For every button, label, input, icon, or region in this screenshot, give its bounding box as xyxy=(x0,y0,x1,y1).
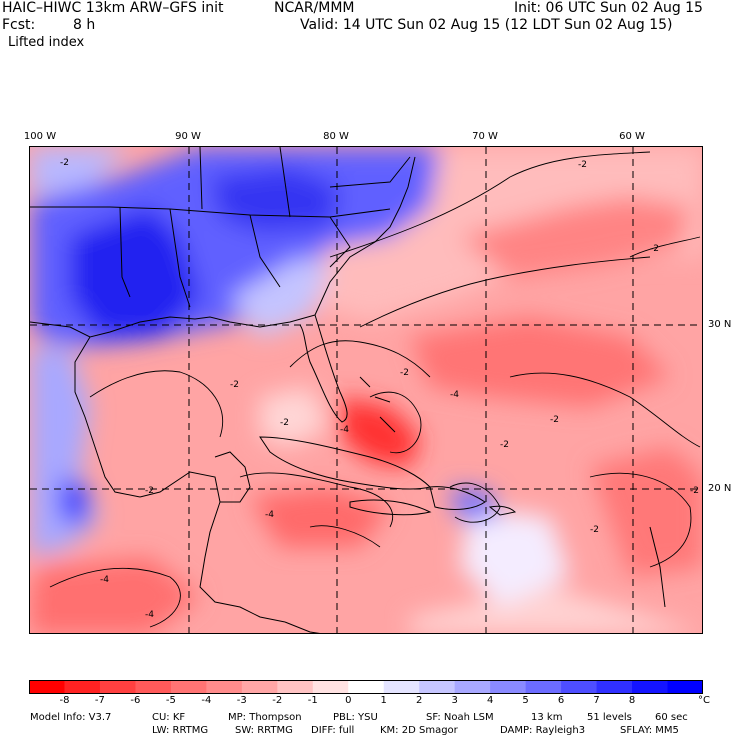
colorbar-tick-label: -8 xyxy=(59,695,70,706)
contour-label: -4 xyxy=(145,610,154,620)
contour-label: -2 xyxy=(400,368,409,378)
contour-label: -2 xyxy=(590,525,599,535)
colorbar-swatch xyxy=(454,680,491,694)
lon-label-70w: 70 W xyxy=(472,131,498,142)
colorbar-swatch xyxy=(206,680,243,694)
surface-scheme: SF: Noah LSM xyxy=(426,712,494,723)
coastlines xyxy=(30,147,666,633)
colorbar-tick-label: -6 xyxy=(130,695,141,706)
colorbar-swatch xyxy=(29,680,65,694)
colorbar-tick-label: 4 xyxy=(487,695,494,706)
colorbar-tick-label: 1 xyxy=(380,695,387,706)
contour-label: -2 xyxy=(650,244,659,254)
grid-spacing: 13 km xyxy=(531,712,563,723)
org-label: NCAR/MMM xyxy=(274,0,355,16)
model-title: HAIC–HIWC 13km ARW–GFS init xyxy=(2,0,224,16)
vertical-levels: 51 levels xyxy=(587,712,632,723)
diffusion-setting: DIFF: full xyxy=(311,725,355,736)
cumulus-scheme: CU: KF xyxy=(152,712,186,723)
field-shading xyxy=(30,147,702,633)
latlon-grid xyxy=(30,147,702,633)
lon-label-100w: 100 W xyxy=(23,131,57,142)
microphysics-scheme: MP: Thompson xyxy=(228,712,302,723)
colorbar-tick-label: -4 xyxy=(201,695,212,706)
colorbar-swatch xyxy=(383,680,420,694)
model-info: Model Info: V3.7 xyxy=(30,712,112,723)
colorbar-unit: °C xyxy=(698,695,710,706)
pbl-scheme: PBL: YSU xyxy=(333,712,378,723)
colorbar-tick-label: -3 xyxy=(236,695,247,706)
contour-label: -2 xyxy=(690,486,699,496)
forecast-hour: 8 h xyxy=(73,17,96,33)
colorbar-tick-label: -2 xyxy=(272,695,283,706)
colorbar-swatch xyxy=(170,680,207,694)
colorbar-swatch xyxy=(99,680,136,694)
forecast-label: Fcst: xyxy=(2,17,36,33)
surface-layer-setting: SFLAY: MM5 xyxy=(620,725,679,736)
colorbar-swatch xyxy=(596,680,633,694)
colorbar-tick-label: -5 xyxy=(165,695,176,706)
contour-label: -4 xyxy=(450,390,459,400)
shortwave-scheme: SW: RRTMG xyxy=(235,725,293,736)
contour-labels: -2 -2 -2 -2 -2 -2 -4 -4 -2 -2 -4 -4 -2 -… xyxy=(60,158,699,620)
init-time: Init: 06 UTC Sun 02 Aug 15 xyxy=(514,0,703,16)
km-setting: KM: 2D Smagor xyxy=(380,725,458,736)
contour-label: -2 xyxy=(550,415,559,425)
colorbar-swatch xyxy=(241,680,278,694)
colorbar-tick-label: 0 xyxy=(345,695,352,706)
valid-time: Valid: 14 UTC Sun 02 Aug 15 (12 LDT Sun … xyxy=(300,17,673,33)
colorbar-tick-label: 8 xyxy=(628,695,636,706)
contour-label: -4 xyxy=(340,425,349,435)
longwave-scheme: LW: RRTMG xyxy=(152,725,209,736)
colorbar-swatch xyxy=(525,680,562,694)
colorbar-tick-label: 3 xyxy=(451,695,458,706)
damping-setting: DAMP: Rayleigh3 xyxy=(500,725,586,736)
lon-label-80w: 80 W xyxy=(323,131,349,142)
colorbar-swatch xyxy=(667,680,703,694)
lifted-index-map: -2 -2 -2 -2 -2 -2 -4 -4 -2 -2 -4 -4 -2 -… xyxy=(29,146,703,634)
field-name: Lifted index xyxy=(8,35,85,50)
colorbar-tick-label: -7 xyxy=(94,695,105,706)
contour-label: -2 xyxy=(578,160,587,170)
colorbar xyxy=(29,680,703,694)
lat-label-20n: 20 N xyxy=(708,483,732,494)
time-step: 60 sec xyxy=(655,712,688,723)
contour-label: -2 xyxy=(145,486,154,496)
lon-label-90w: 90 W xyxy=(175,131,201,142)
colorbar-swatch xyxy=(277,680,314,694)
map-canvas: -2 -2 -2 -2 -2 -2 -4 -4 -2 -2 -4 -4 -2 -… xyxy=(30,147,702,633)
colorbar-tick-label: 7 xyxy=(593,695,600,706)
colorbar-swatch xyxy=(312,680,349,694)
colorbar-swatch xyxy=(135,680,172,694)
contour-label: -2 xyxy=(60,158,69,168)
colorbar-tick-label: 5 xyxy=(522,695,529,706)
lat-label-30n: 30 N xyxy=(708,319,732,330)
contour-label: -2 xyxy=(500,440,509,450)
colorbar-tick-label: 6 xyxy=(557,695,565,706)
colorbar-swatch xyxy=(561,680,598,694)
colorbar-swatch xyxy=(64,680,101,694)
contour-label: -2 xyxy=(230,380,239,390)
colorbar-tick-label: -1 xyxy=(307,695,318,706)
contour-label: -4 xyxy=(100,575,109,585)
colorbar-tick-label: 2 xyxy=(416,695,423,706)
colorbar-frame xyxy=(29,680,703,694)
contour-label: -2 xyxy=(280,418,289,428)
colorbar-swatch xyxy=(348,680,385,694)
contour-lines xyxy=(49,151,701,628)
colorbar-swatch xyxy=(419,680,456,694)
lon-label-60w: 60 W xyxy=(619,131,645,142)
contour-label: -4 xyxy=(265,510,274,520)
colorbar-swatch xyxy=(632,680,669,694)
colorbar-swatch xyxy=(490,680,527,694)
